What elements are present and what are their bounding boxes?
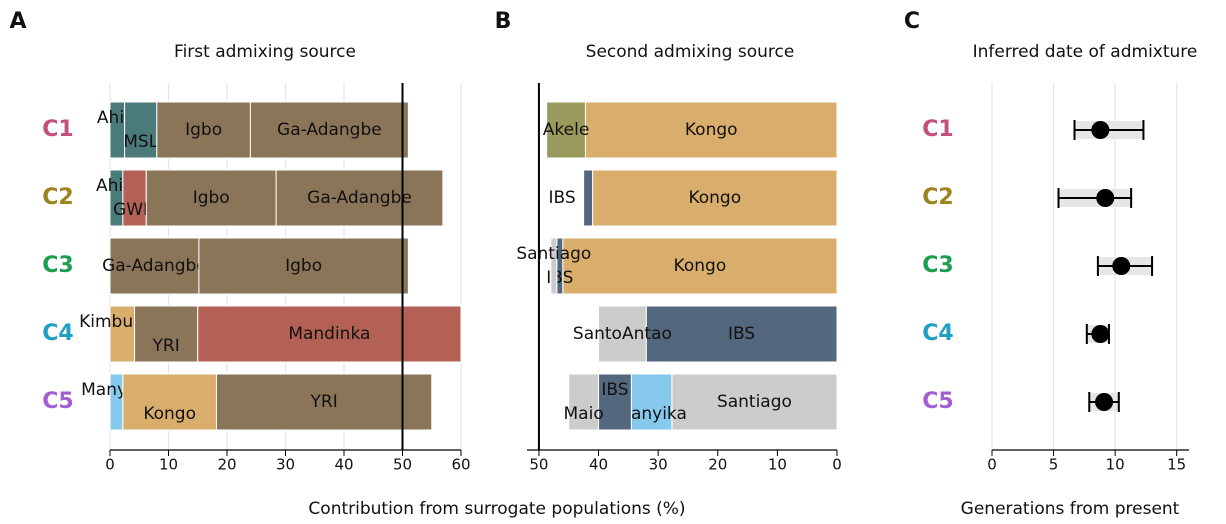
segment-label: Santiago xyxy=(516,244,591,264)
row-label: C4 xyxy=(922,321,953,346)
row-label: C3 xyxy=(922,253,953,278)
bar-segment xyxy=(598,305,647,363)
row-label: C5 xyxy=(42,389,73,414)
x-tick-label: 50 xyxy=(529,456,548,474)
x-axis-label: Generations from present xyxy=(961,499,1180,519)
segment-label: Manyika xyxy=(616,404,687,424)
bar-segment xyxy=(145,169,277,227)
point xyxy=(1091,325,1110,343)
segment-label: IBS xyxy=(546,268,573,288)
bar-segment xyxy=(592,169,838,227)
x-tick-label: 0 xyxy=(105,456,115,474)
panel-letter: B xyxy=(495,9,512,34)
row-label: C4 xyxy=(42,321,73,346)
x-tick-label: 40 xyxy=(589,456,608,474)
bar-segment xyxy=(198,237,409,295)
bar-segment xyxy=(584,101,838,159)
bar-segment xyxy=(598,373,632,431)
panel-title: First admixing source xyxy=(174,42,356,62)
segment-label: IBS xyxy=(601,380,628,400)
x-tick-label: 10 xyxy=(1106,456,1125,474)
x-tick-label: 30 xyxy=(276,456,295,474)
bar-segment xyxy=(109,305,136,363)
x-tick-label: 15 xyxy=(1167,456,1186,474)
x-tick-label: 30 xyxy=(649,456,668,474)
point xyxy=(1096,189,1115,207)
segment-label: Santiago xyxy=(717,392,792,412)
bar-segment xyxy=(583,169,594,227)
x-tick-label: 60 xyxy=(451,456,470,474)
panel-title: Second admixing source xyxy=(586,42,795,62)
panel-letter: A xyxy=(9,9,26,34)
segment-label: Ga-Adangbe xyxy=(307,188,412,208)
point xyxy=(1091,121,1110,139)
panel-title: Inferred date of admixture xyxy=(973,42,1198,62)
point xyxy=(1095,393,1114,411)
segment-label: Igbo xyxy=(285,256,322,276)
segment-label: Mandinka xyxy=(288,324,370,344)
bar-segment xyxy=(546,101,586,159)
x-tick-label: 5 xyxy=(1049,456,1059,474)
bar-segment xyxy=(671,373,838,431)
segment-label: SantoAntao xyxy=(573,324,672,344)
bar-segment xyxy=(275,169,444,227)
bar-segment xyxy=(630,373,673,431)
segment-label: Igbo xyxy=(185,120,222,140)
row-label: C1 xyxy=(42,117,73,142)
segment-label: IBS xyxy=(548,188,575,208)
row-label: C3 xyxy=(42,253,73,278)
bar-segment xyxy=(550,237,558,295)
segment-label: Kongo xyxy=(674,256,727,276)
segment-label: Kongo xyxy=(685,120,738,140)
x-tick-label: 0 xyxy=(832,456,842,474)
bar-segment xyxy=(249,101,409,159)
x-axis-label: Contribution from surrogate populations … xyxy=(308,499,685,519)
bar-segment xyxy=(122,373,217,431)
x-tick-label: 0 xyxy=(987,456,997,474)
bar-segment xyxy=(568,373,600,431)
x-tick-label: 40 xyxy=(334,456,353,474)
bar-segment xyxy=(156,101,251,159)
segment-label: Igbo xyxy=(193,188,230,208)
segment-label: IBS xyxy=(728,324,755,344)
x-tick-label: 10 xyxy=(768,456,787,474)
segment-label: GWD xyxy=(113,200,156,220)
x-tick-label: 50 xyxy=(393,456,412,474)
segment-label: Ga-Adangbe xyxy=(102,256,207,276)
segment-label: Maio xyxy=(564,404,604,424)
segment-label: Ga-Adangbe xyxy=(277,120,382,140)
segment-label: YRI xyxy=(310,392,338,412)
segment-label: Kongo xyxy=(143,404,196,424)
row-label: C5 xyxy=(922,389,953,414)
segment-label: YRI xyxy=(152,336,180,356)
panel-letter: C xyxy=(904,9,920,34)
bar-segment xyxy=(109,237,200,295)
bar-segment xyxy=(562,237,838,295)
segment-label: MSL xyxy=(123,132,158,152)
x-tick-label: 20 xyxy=(217,456,236,474)
x-tick-label: 20 xyxy=(708,456,727,474)
segment-label: Kongo xyxy=(688,188,741,208)
row-label: C2 xyxy=(42,185,73,210)
segment-label: Akele xyxy=(543,120,590,140)
point xyxy=(1112,257,1131,275)
x-tick-label: 10 xyxy=(159,456,178,474)
row-label: C2 xyxy=(922,185,953,210)
bar-segment xyxy=(134,305,199,363)
row-label: C1 xyxy=(922,117,953,142)
bar-segment xyxy=(197,305,462,363)
bar-segment xyxy=(215,373,433,431)
